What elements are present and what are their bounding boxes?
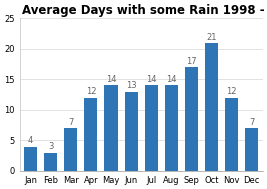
Text: 7: 7 [68,118,73,127]
Bar [84,98,97,171]
Text: 21: 21 [206,33,217,42]
Text: 12: 12 [86,88,96,96]
Text: 14: 14 [106,75,116,84]
Bar [104,85,117,171]
Text: 17: 17 [186,57,197,66]
Bar [145,85,158,171]
Bar [64,128,77,171]
Text: 13: 13 [126,81,136,90]
Text: Average Days with some Rain 1998 - 2009: Average Days with some Rain 1998 - 2009 [22,4,267,17]
Bar [24,146,37,171]
Text: 14: 14 [166,75,176,84]
Text: 7: 7 [249,118,254,127]
Bar [185,67,198,171]
Text: 4: 4 [28,136,33,145]
Bar [225,98,238,171]
Text: 3: 3 [48,143,53,151]
Text: 14: 14 [146,75,156,84]
Bar [205,43,218,171]
Bar [165,85,178,171]
Text: 12: 12 [226,88,237,96]
Bar [44,153,57,171]
Bar [125,92,138,171]
Bar [245,128,258,171]
